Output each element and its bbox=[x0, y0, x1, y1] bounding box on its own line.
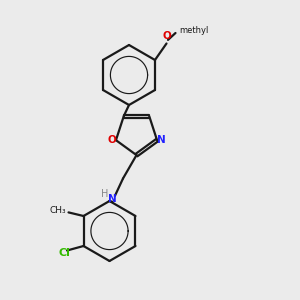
Text: CH₃: CH₃ bbox=[50, 206, 66, 215]
Text: N: N bbox=[157, 135, 166, 145]
Text: Cl: Cl bbox=[59, 248, 70, 259]
Text: O: O bbox=[107, 135, 116, 145]
Text: H: H bbox=[101, 189, 109, 199]
Text: O: O bbox=[162, 31, 171, 41]
Text: methyl: methyl bbox=[179, 26, 208, 35]
Text: N: N bbox=[108, 194, 117, 205]
